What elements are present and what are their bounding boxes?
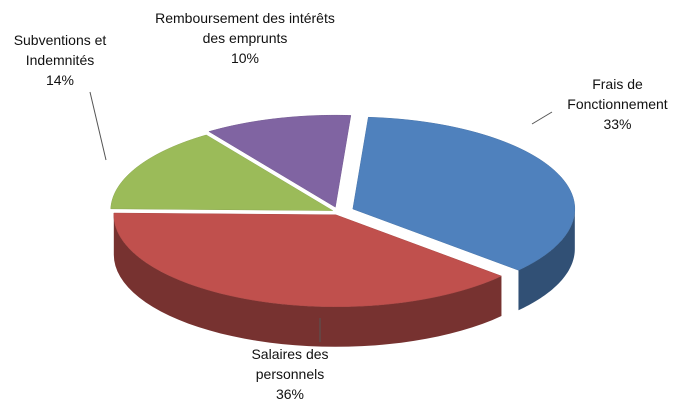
value-label: 10% [230,50,260,66]
slice-side [518,208,575,311]
value-label: 14% [45,72,75,88]
slice [110,134,334,211]
slice [208,114,352,208]
leader-line [531,111,553,125]
category-label: Frais de Fonctionnement [567,76,668,112]
category-label: Subventions et Indemnités [13,32,107,68]
slice-side [113,214,502,347]
data-label: Subventions et Indemnités 14% [0,30,120,90]
data-label: Frais de Fonctionnement 33% [555,74,680,134]
data-label: Remboursement des intérêts des emprunts 1… [150,8,340,68]
leader-line [89,91,107,161]
slice [113,212,503,308]
value-label: 36% [275,386,305,402]
category-label: Remboursement des intérêts des emprunts [155,10,335,46]
data-label: Salaires des personnels 36% [225,344,355,404]
slice [352,116,576,271]
value-label: 33% [603,116,632,132]
category-label: Salaires des personnels [251,346,329,382]
